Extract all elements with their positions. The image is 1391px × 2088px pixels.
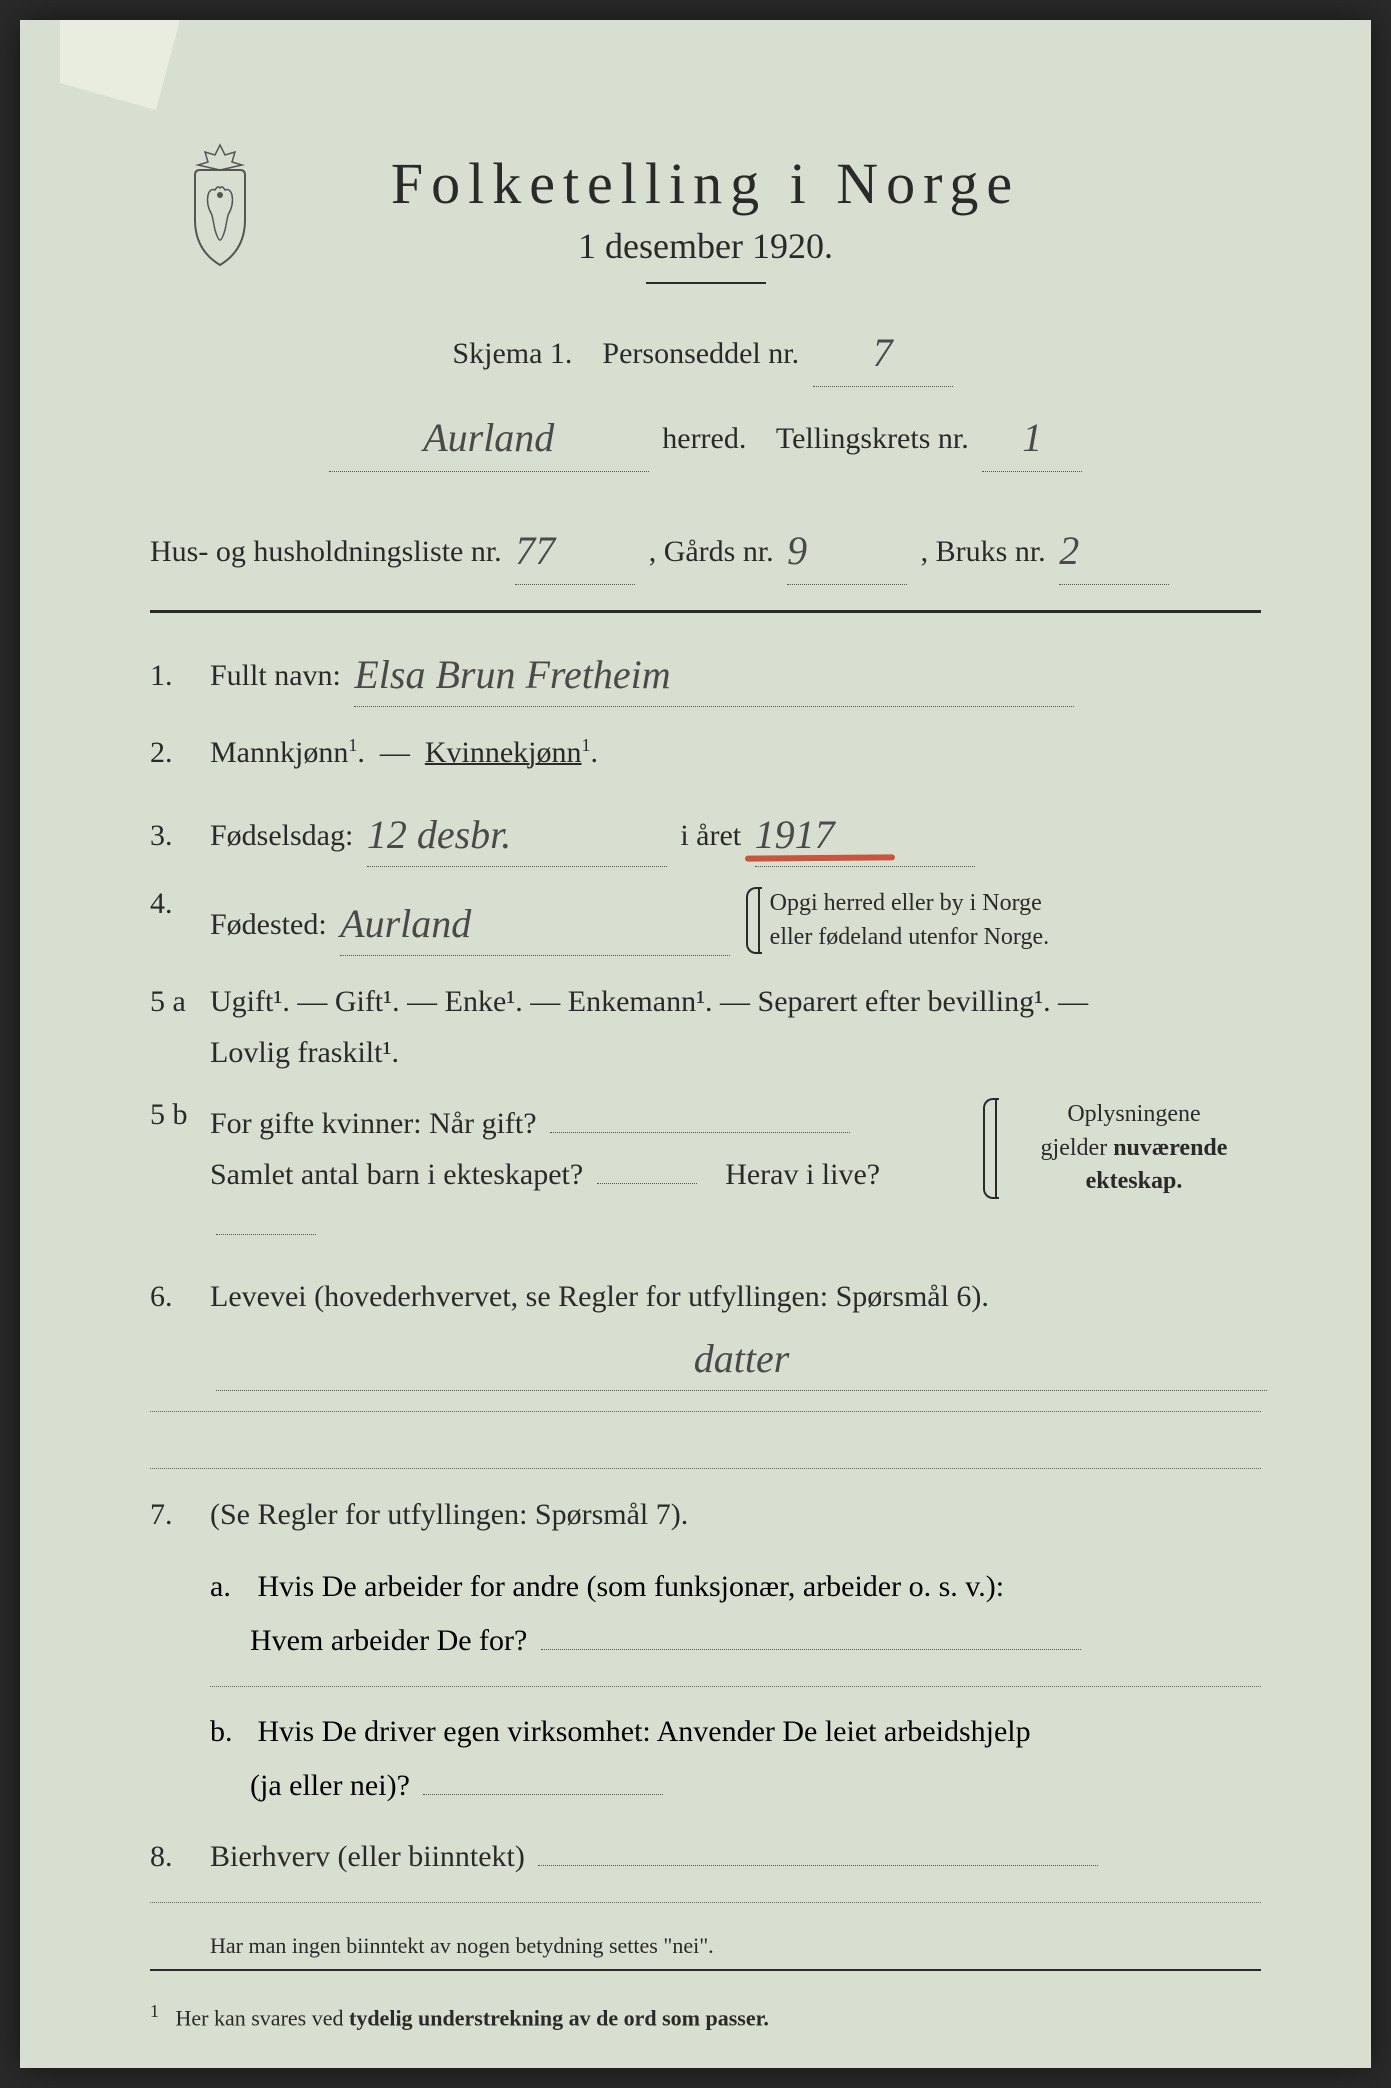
q6-label: Levevei (hovederhvervet, se Regler for u…	[210, 1280, 989, 1313]
divider-q8	[150, 1902, 1261, 1903]
q5b-note3: ekteskap.	[1086, 1168, 1183, 1194]
question-4: 4. Fødested: Aurland Opgi herred eller b…	[150, 887, 1261, 956]
bruks-label: , Bruks nr.	[921, 535, 1046, 568]
q2-num: 2.	[150, 736, 210, 770]
personseddel-label: Personseddel nr.	[602, 337, 799, 370]
q5a-options: Ugift¹. — Gift¹. — Enke¹. — Enkemann¹. —…	[210, 985, 1088, 1018]
q7a-line2: Hvem arbeider De for?	[250, 1624, 527, 1657]
q7-num: 7.	[150, 1498, 210, 1532]
header-divider	[646, 282, 766, 284]
question-5b: 5 b For gifte kvinner: Når gift? Samlet …	[150, 1098, 1261, 1251]
q7b-letter: b.	[210, 1705, 250, 1759]
tellingskrets-label: Tellingskrets nr.	[776, 422, 969, 455]
q4-note2: eller fødeland utenfor Norge.	[770, 924, 1049, 950]
q1-label: Fullt navn:	[210, 659, 341, 692]
footnote-bold: tydelig understrekning av de ord som pas…	[349, 2005, 769, 2030]
question-5a: 5 a Ugift¹. — Gift¹. — Enke¹. — Enkemann…	[150, 976, 1261, 1078]
skjema-line: Skjema 1. Personseddel nr. 7	[150, 314, 1261, 387]
q6-num: 6.	[150, 1280, 210, 1314]
question-7a: a. Hvis De arbeider for andre (som funks…	[210, 1560, 1261, 1668]
q5b-num: 5 b	[150, 1098, 210, 1132]
husliste-line: Hus- og husholdningsliste nr. 77 , Gårds…	[150, 512, 1261, 585]
q6-value: datter	[694, 1336, 790, 1381]
q3-year-value: 1917	[755, 812, 835, 857]
gards-label: , Gårds nr.	[649, 535, 774, 568]
form-title: Folketelling i Norge	[150, 150, 1261, 217]
q8-label: Bierhverv (eller biinntekt)	[210, 1840, 525, 1873]
q3-num: 3.	[150, 819, 210, 853]
question-3: 3. Fødselsdag: 12 desbr. i året 1917	[150, 798, 1261, 867]
husliste-value: 77	[515, 528, 555, 573]
question-7b: b. Hvis De driver egen virksomhet: Anven…	[210, 1705, 1261, 1813]
tellingskrets-value: 1	[1022, 415, 1042, 460]
q5b-note2b: nuværende	[1113, 1135, 1227, 1161]
q5b-line1: For gifte kvinner: Når gift?	[210, 1107, 537, 1140]
q3-label: Fødselsdag:	[210, 819, 353, 852]
q3-day-value: 12 desbr.	[367, 812, 511, 857]
form-subtitle: 1 desember 1920.	[150, 225, 1261, 267]
form-header: Folketelling i Norge 1 desember 1920. Sk…	[150, 150, 1261, 472]
personseddel-value: 7	[873, 330, 893, 375]
q4-side-note: Opgi herred eller by i Norge eller fødel…	[758, 887, 1049, 954]
q7a-letter: a.	[210, 1560, 250, 1614]
husliste-label: Hus- og husholdningsliste nr.	[150, 535, 502, 568]
q7-label: (Se Regler for utfyllingen: Spørsmål 7).	[210, 1489, 1261, 1540]
footnote-marker: 1	[150, 2001, 159, 2021]
q4-label: Fødested:	[210, 908, 327, 941]
herred-label: herred.	[662, 422, 746, 455]
q5b-note1: Oplysningene	[1067, 1101, 1200, 1127]
bruks-value: 2	[1059, 528, 1079, 573]
census-form-document: Folketelling i Norge 1 desember 1920. Sk…	[20, 20, 1371, 2068]
q7b-line2: (ja eller nei)?	[250, 1769, 410, 1802]
divider-main	[150, 610, 1261, 613]
herred-line: Aurland herred. Tellingskrets nr. 1	[150, 399, 1261, 472]
question-8: 8. Bierhverv (eller biinntekt)	[150, 1831, 1261, 1882]
divider-q7a	[210, 1686, 1261, 1687]
q1-num: 1.	[150, 659, 210, 693]
q5b-line2b: Herav i live?	[725, 1158, 880, 1191]
q4-num: 4.	[150, 887, 210, 921]
question-1: 1. Fullt navn: Elsa Brun Fretheim	[150, 638, 1261, 707]
divider-footer	[150, 1969, 1261, 1971]
q5a-options2: Lovlig fraskilt¹.	[210, 1036, 399, 1069]
divider-q6	[150, 1411, 1261, 1412]
q3-year-label: i året	[680, 819, 741, 852]
crest-svg	[170, 140, 270, 270]
q5b-line2: Samlet antal barn i ekteskapet?	[210, 1158, 583, 1191]
q7b-line1: Hvis De driver egen virksomhet: Anvender…	[258, 1715, 1031, 1748]
q5b-note2: gjelder	[1041, 1135, 1108, 1161]
herred-value: Aurland	[423, 415, 554, 460]
q2-mann: Mannkjønn	[210, 736, 348, 769]
question-6: 6. Levevei (hovederhvervet, se Regler fo…	[150, 1271, 1261, 1391]
q8-num: 8.	[150, 1840, 210, 1874]
footnote-line: 1 Her kan svares ved tydelig understrekn…	[150, 2001, 1261, 2031]
divider-q6b	[150, 1468, 1261, 1469]
q5a-num: 5 a	[150, 985, 210, 1019]
footer-note1: Har man ingen biinntekt av nogen betydni…	[210, 1933, 714, 1958]
coat-of-arms-icon	[170, 140, 270, 270]
question-2: 2. Mannkjønn1. — Kvinnekjønn1.	[150, 727, 1261, 778]
q4-value: Aurland	[340, 901, 471, 946]
question-7: 7. (Se Regler for utfyllingen: Spørsmål …	[150, 1489, 1261, 1540]
q2-kvinne: Kvinnekjønn	[425, 736, 582, 769]
q1-value: Elsa Brun Fretheim	[354, 652, 670, 697]
q7a-line1: Hvis De arbeider for andre (som funksjon…	[258, 1570, 1005, 1603]
paper-fold-corner	[60, 20, 180, 110]
q5b-side-note: Oplysningene gjelder nuværende ekteskap.	[995, 1098, 1261, 1199]
skjema-label: Skjema 1.	[452, 337, 572, 370]
gards-value: 9	[787, 528, 807, 573]
q4-note1: Opgi herred eller by i Norge	[770, 890, 1042, 916]
footnote-text: Her kan svares ved	[176, 2005, 344, 2030]
footer-note: Har man ingen biinntekt av nogen betydni…	[210, 1933, 1261, 1959]
